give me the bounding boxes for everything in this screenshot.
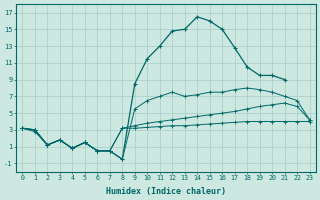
X-axis label: Humidex (Indice chaleur): Humidex (Indice chaleur)	[106, 187, 226, 196]
